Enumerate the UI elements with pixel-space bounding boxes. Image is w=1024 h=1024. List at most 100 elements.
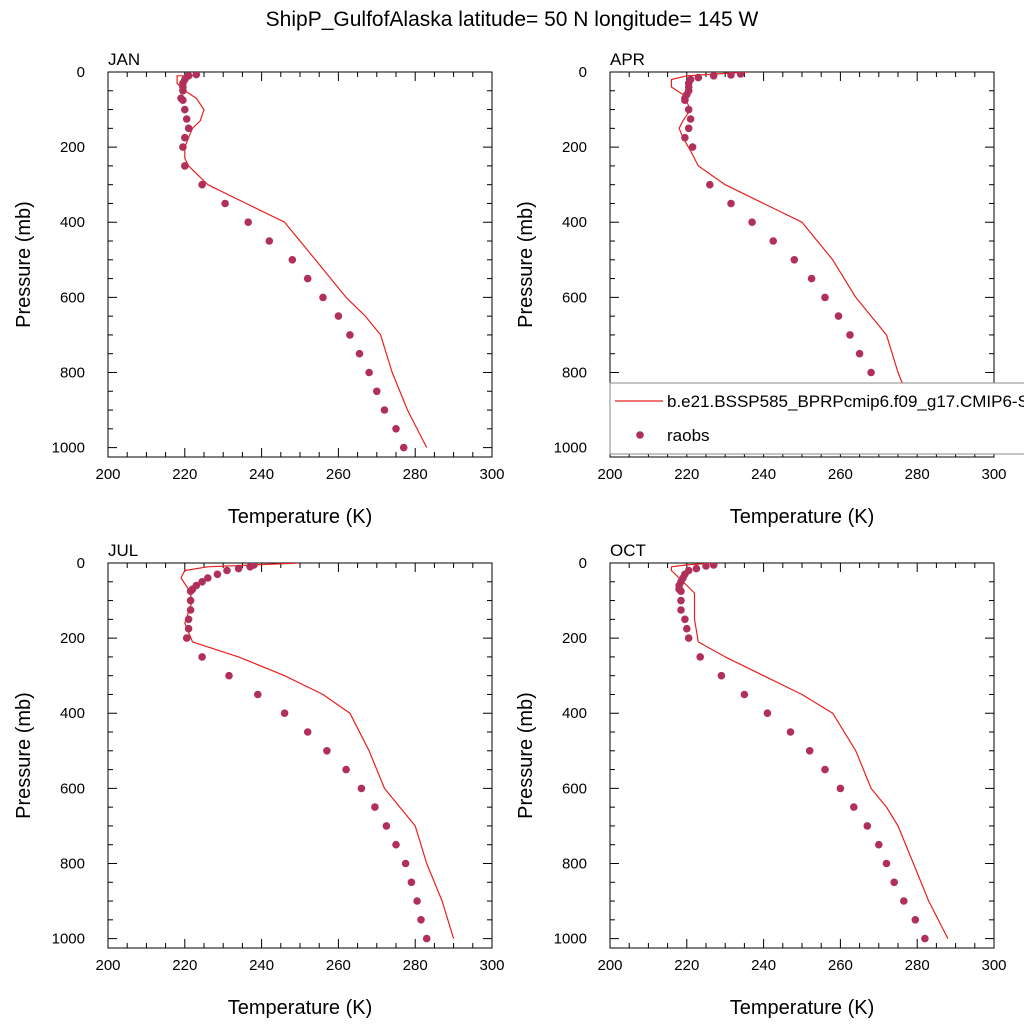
legend-obs-marker	[636, 431, 644, 439]
x-tick-label: 300	[479, 957, 504, 974]
raobs-point	[805, 747, 814, 755]
raobs-point	[382, 822, 391, 830]
raobs-point	[182, 115, 191, 123]
x-tick-label: 260	[828, 957, 853, 974]
plot-frame	[107, 562, 493, 949]
plot-data	[670, 563, 949, 943]
raobs-point	[763, 709, 772, 717]
x-axis-label: Temperature (K)	[228, 997, 373, 1019]
legend-obs-label: raobs	[667, 426, 710, 445]
panel-apr: APR 200 220 240 260 280 300 0 200 400 600 800 1000 Te…	[515, 50, 1007, 528]
panel-jan: JAN 200 220 240 260 280 300 0 200 400 600 800 1000 Te…	[13, 50, 505, 528]
raobs-point	[265, 237, 274, 245]
x-axis-label: Temperature (K)	[730, 506, 875, 528]
y-tick-label: 1000	[52, 440, 85, 457]
raobs-point	[198, 578, 206, 586]
x-tick-label: 280	[403, 957, 428, 974]
y-tick-label: 1000	[554, 931, 587, 948]
y-tick-label: 600	[60, 780, 85, 797]
raobs-point	[198, 653, 206, 661]
plot-data	[176, 72, 428, 452]
raobs-point	[740, 690, 749, 699]
y-tick-label: 800	[60, 855, 85, 872]
x-tick-label: 220	[674, 466, 699, 483]
raobs-point	[357, 784, 366, 793]
raobs-point	[244, 218, 252, 226]
x-tick-label: 260	[828, 466, 853, 483]
y-axis-label: Pressure (mb)	[515, 692, 537, 819]
legend-model-label: b.e21.BSSP585_BPRPcmip6.f09_g17.CMIP6-SS…	[667, 392, 1024, 411]
raobs-point	[677, 596, 685, 605]
raobs-point	[288, 255, 297, 264]
raobs-point	[911, 916, 920, 924]
raobs-point	[688, 143, 697, 151]
raobs-point	[413, 897, 421, 905]
raobs-point	[867, 368, 875, 377]
raobs-point	[834, 312, 843, 320]
raobs-point	[748, 218, 756, 226]
panel-label: APR	[610, 50, 645, 69]
y-axis-label: Pressure (mb)	[13, 201, 35, 328]
raobs-point	[192, 72, 201, 79]
y-tick-label: 600	[562, 780, 587, 797]
raobs-point	[821, 765, 829, 774]
y-tick-label: 200	[562, 139, 587, 156]
raobs-point	[684, 634, 693, 642]
y-tick-label: 0	[77, 555, 85, 572]
x-tick-label: 260	[326, 957, 351, 974]
raobs-point	[380, 406, 389, 414]
y-tick-label: 0	[77, 64, 85, 81]
y-tick-label: 400	[562, 214, 587, 231]
raobs-point	[684, 124, 693, 133]
raobs-point	[303, 274, 312, 283]
y-tick-label: 200	[60, 630, 85, 647]
raobs-point	[253, 690, 262, 699]
y-tick-label: 600	[60, 289, 85, 306]
raobs-point	[184, 624, 193, 633]
x-tick-label: 200	[95, 466, 120, 483]
y-tick-label: 0	[579, 64, 587, 81]
raobs-point	[694, 73, 703, 82]
raobs-point	[184, 615, 193, 624]
raobs-point	[846, 331, 854, 339]
x-tick-label: 300	[981, 957, 1006, 974]
raobs-point	[373, 387, 381, 396]
raobs-point	[186, 587, 195, 595]
raobs-point	[182, 634, 191, 642]
x-tick-label: 200	[95, 957, 120, 974]
raobs-point	[246, 563, 254, 571]
raobs-point	[790, 255, 799, 264]
raobs-point	[323, 747, 331, 755]
raobs-point	[681, 96, 689, 104]
raobs-point	[863, 822, 872, 830]
raobs-point	[702, 563, 710, 570]
x-tick-label: 280	[905, 466, 930, 483]
raobs-point	[186, 606, 195, 614]
raobs-point	[850, 803, 858, 811]
x-tick-label: 280	[905, 957, 930, 974]
x-tick-label: 260	[326, 466, 351, 483]
x-tick-label: 240	[751, 957, 776, 974]
model-profile-line	[670, 72, 930, 448]
x-tick-label: 280	[403, 466, 428, 483]
raobs-point	[179, 87, 187, 95]
raobs-point	[181, 133, 189, 142]
raobs-point	[709, 72, 718, 80]
raobs-point	[223, 566, 231, 575]
figure-title: ShipP_GulfofAlaska latitude= 50 N longit…	[266, 8, 759, 31]
raobs-point	[303, 728, 312, 736]
panel-label: JUL	[108, 541, 138, 560]
raobs-point	[681, 133, 689, 142]
raobs-point	[371, 803, 379, 811]
raobs-point	[213, 570, 222, 579]
raobs-point	[186, 596, 195, 605]
raobs-point	[392, 425, 400, 433]
raobs-point	[686, 115, 695, 123]
raobs-point	[727, 72, 735, 79]
raobs-point	[184, 124, 193, 133]
plot-data	[670, 72, 930, 452]
x-tick-label: 200	[597, 957, 622, 974]
raobs-point	[407, 878, 416, 887]
raobs-point	[921, 934, 929, 943]
plot-frame	[609, 562, 995, 949]
